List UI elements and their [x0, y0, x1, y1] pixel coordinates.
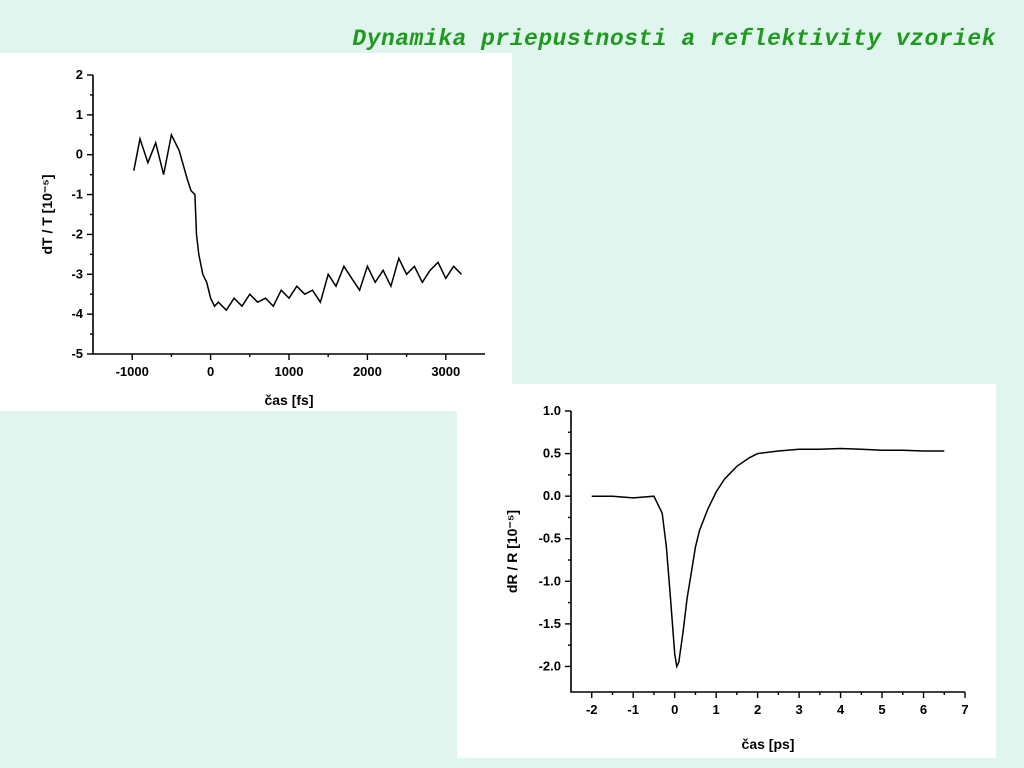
y-tick-label: 1 [76, 107, 83, 122]
y-tick-label: -0.5 [539, 531, 561, 546]
y-tick-label: 0 [76, 147, 83, 162]
y-axis-title: dT / T [10⁻⁵] [39, 174, 55, 254]
y-axis-title: dR / R [10⁻⁵] [504, 510, 520, 593]
y-tick-label: -4 [71, 306, 83, 321]
chart-panel-transmission: -5 -4 -3 -2 -1 0 1 2 -1000 0 1000 2000 3000 čas [fs] d… [0, 53, 512, 411]
x-tick-label: 3 [795, 702, 802, 717]
x-tick-label: 1 [713, 702, 720, 717]
y-tick-label: 0.5 [543, 446, 561, 461]
axes-frame [570, 411, 965, 693]
x-tick-label: 1000 [275, 364, 304, 379]
y-tick-label: -1.5 [539, 616, 561, 631]
x-tick-label: 7 [961, 702, 968, 717]
x-tick-label: 4 [837, 702, 845, 717]
x-tick-label: 2 [754, 702, 761, 717]
transmission-chart: -5 -4 -3 -2 -1 0 1 2 -1000 0 1000 2000 3000 čas [fs] d… [39, 67, 485, 408]
x-tick-label: -2 [586, 702, 598, 717]
series-line [591, 447, 945, 670]
y-tick-label: -2 [71, 226, 83, 241]
x-tick-label: -1 [627, 702, 639, 717]
y-tick-label: -3 [71, 266, 83, 281]
y-tick-label: 2 [76, 67, 83, 82]
x-tick-label: 3000 [431, 364, 460, 379]
x-tick-label: 6 [920, 702, 927, 717]
x-tick-label: 0 [207, 364, 214, 379]
chart-panel-reflectivity: 1.0 0.5 0.0 -0.5 -1.0 -1.5 -2.0 -2 -1 0 1 2 3 4 5 6 7 čas… [457, 384, 996, 758]
y-tick-label: -2.0 [539, 658, 561, 673]
axes-frame [92, 75, 485, 355]
y-tick-label: -1 [71, 187, 83, 202]
y-tick-label: -5 [71, 346, 83, 361]
x-tick-label: 5 [878, 702, 885, 717]
y-tick-label: 1.0 [543, 403, 561, 418]
x-axis-title: čas [fs] [264, 392, 313, 408]
series-line [133, 132, 463, 312]
slide-title: Dynamika priepustnosti a reflektivity vz… [352, 26, 996, 52]
x-tick-label: -1000 [116, 364, 149, 379]
x-tick-label: 0 [671, 702, 678, 717]
y-tick-label: -1.0 [539, 573, 561, 588]
y-tick-label: 0.0 [543, 488, 561, 503]
x-axis-title: čas [ps] [742, 736, 795, 752]
reflectivity-chart: 1.0 0.5 0.0 -0.5 -1.0 -1.5 -2.0 -2 -1 0 1 2 3 4 5 6 7 čas… [504, 403, 969, 752]
x-tick-label: 2000 [353, 364, 382, 379]
